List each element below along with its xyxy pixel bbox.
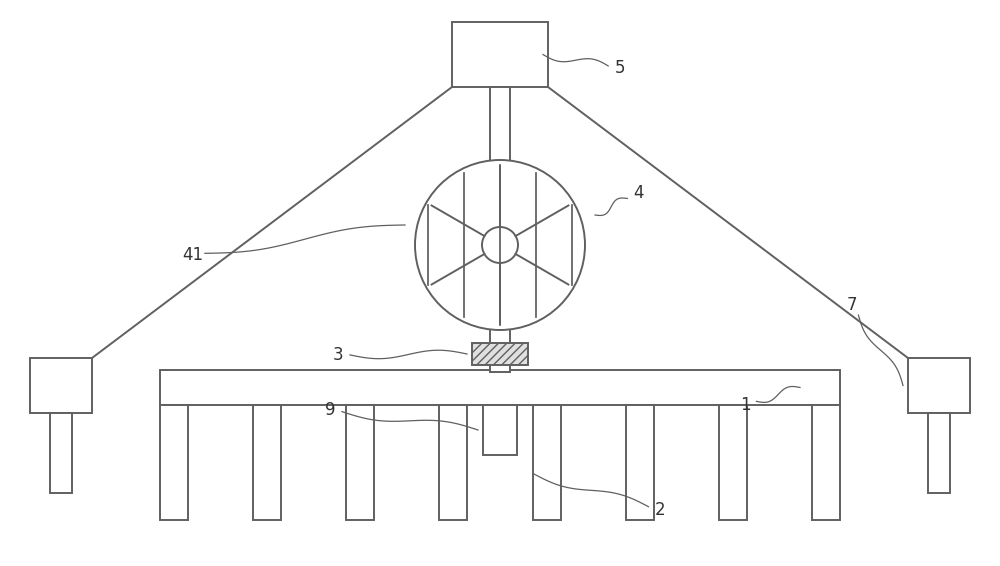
Bar [253, 405, 281, 520]
Text: 5: 5 [615, 59, 625, 77]
Text: 4: 4 [633, 184, 643, 202]
Text: 1: 1 [740, 396, 750, 414]
Bar [490, 315, 510, 372]
Text: 9: 9 [325, 401, 335, 419]
Circle shape [482, 227, 518, 263]
Bar [472, 343, 528, 365]
Bar [490, 87, 510, 175]
Text: 41: 41 [182, 246, 204, 264]
Text: 2: 2 [655, 501, 665, 519]
Bar [812, 405, 840, 520]
Bar [160, 405, 188, 520]
Bar [439, 405, 467, 520]
Bar [483, 405, 517, 455]
Bar [719, 405, 747, 520]
Text: 3: 3 [333, 346, 343, 364]
Text: 7: 7 [847, 296, 857, 314]
Bar [346, 405, 374, 520]
Bar [160, 370, 840, 405]
Bar [50, 413, 72, 493]
Bar [30, 358, 92, 413]
Bar [928, 413, 950, 493]
Circle shape [415, 160, 585, 330]
Bar [626, 405, 654, 520]
Bar [452, 22, 548, 87]
Bar [533, 405, 561, 520]
Bar [908, 358, 970, 413]
